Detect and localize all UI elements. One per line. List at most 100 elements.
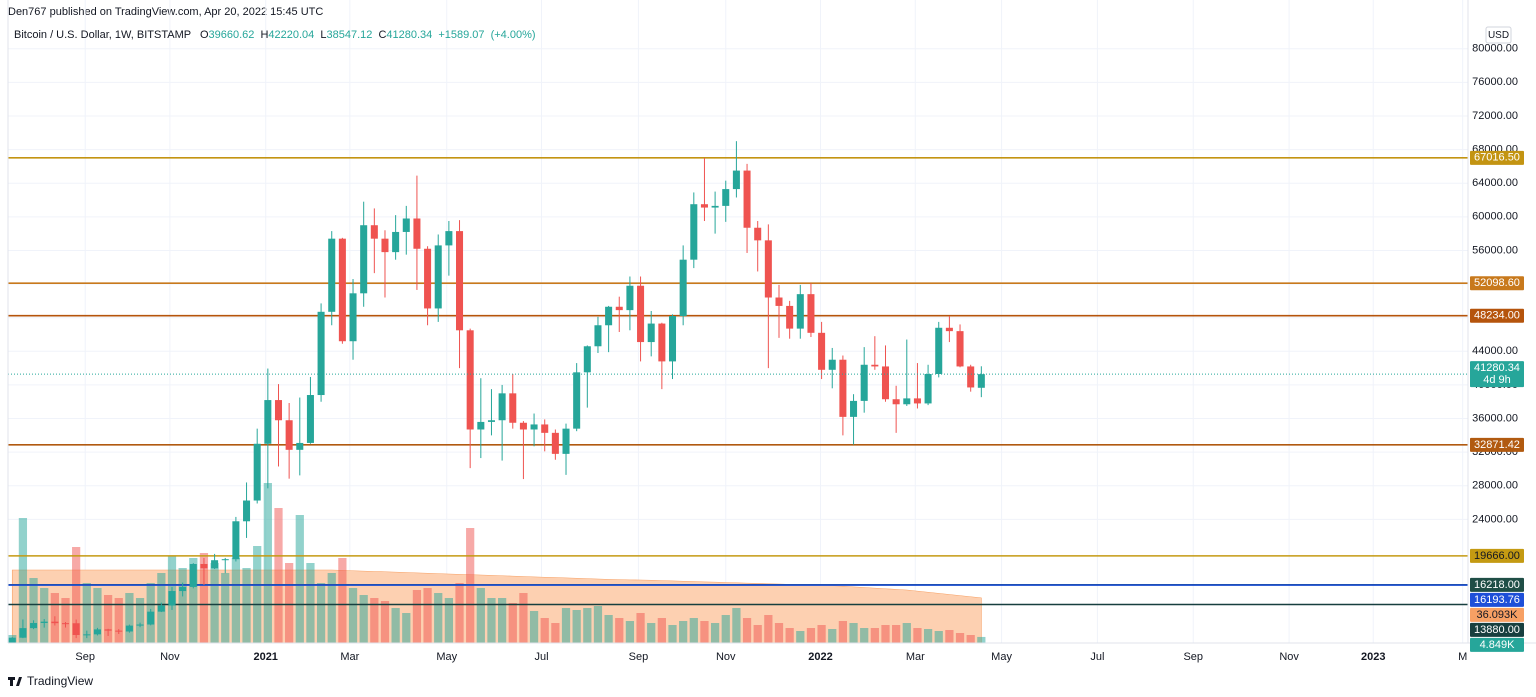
candle-body	[530, 424, 538, 430]
volume-bar	[519, 593, 528, 643]
y-tick-label: 64000.00	[1472, 177, 1518, 189]
candle-body	[583, 346, 591, 373]
candle-body	[754, 227, 762, 241]
volume-bar	[402, 613, 411, 643]
x-tick-label: Jul	[534, 651, 548, 663]
candle-body	[179, 586, 187, 592]
x-tick-label: Sep	[1183, 651, 1203, 663]
volume-bar	[423, 588, 432, 643]
candle-body	[679, 259, 687, 317]
candle-body	[445, 231, 453, 246]
candle-body	[360, 225, 368, 294]
price-badge	[1470, 361, 1524, 388]
candle-body	[711, 205, 719, 208]
x-tick-label: Nov	[716, 651, 736, 663]
change: +1589.07	[438, 29, 484, 41]
y-tick-label: 60000.00	[1472, 211, 1518, 223]
volume-bar	[625, 621, 635, 643]
price-badge	[1470, 308, 1524, 323]
price-badge-label: 19666.00	[1474, 550, 1520, 562]
published-note: Den767 published on TradingView.com, Apr…	[8, 6, 323, 18]
volume-bar	[434, 593, 443, 643]
currency-box[interactable]	[1485, 26, 1512, 44]
candle-body	[200, 563, 208, 569]
volume-bar	[82, 583, 91, 643]
candle-body	[796, 294, 804, 329]
plot-area	[8, 141, 1468, 643]
candle-body	[562, 428, 570, 454]
change-percent: (+4.00%)	[491, 29, 536, 41]
y-tick-label: 36000.00	[1472, 412, 1518, 424]
ohlc-letter: O	[200, 29, 209, 41]
x-tick-label: Nov	[160, 651, 180, 663]
candle-body	[573, 372, 581, 429]
price-badge	[1470, 548, 1524, 563]
candle-body	[253, 443, 261, 501]
candle-body	[456, 231, 464, 331]
y-tick-label: 28000.00	[1472, 480, 1518, 492]
candle-body	[903, 398, 911, 405]
price-badge-label: 32871.42	[1474, 439, 1520, 451]
ohlc-value: 38547.12	[326, 29, 372, 41]
candle-body	[306, 395, 314, 443]
candle-body	[157, 605, 165, 612]
candle-body	[147, 611, 155, 625]
legend: Bitcoin / U.S. Dollar, 1W, BITSTAMP O396…	[14, 29, 536, 41]
candle-body	[977, 374, 985, 388]
candle-body	[274, 400, 283, 421]
candle-body	[115, 630, 123, 632]
x-tick-label: Nov	[1279, 651, 1299, 663]
price-badge	[1470, 577, 1524, 592]
volume-bar	[93, 588, 102, 643]
currency[interactable]: USD	[1488, 30, 1509, 41]
candle-body	[189, 563, 197, 587]
candle-body	[722, 189, 730, 206]
candle-body	[317, 311, 325, 396]
price-badge	[1470, 276, 1524, 291]
candle-body	[860, 364, 868, 401]
x-tick-label: 2021	[253, 651, 277, 663]
candle-body	[402, 218, 410, 232]
volume-bar	[306, 563, 315, 643]
candle-body	[136, 624, 144, 626]
volume-bar	[551, 623, 560, 643]
x-tick-label: May	[436, 651, 457, 663]
candle-body	[541, 424, 549, 433]
candle-body	[818, 332, 826, 370]
volume-bar	[934, 631, 943, 643]
volume-bar	[444, 598, 453, 643]
ohlc-letter: C	[378, 29, 386, 41]
candle-body	[647, 323, 655, 343]
price-badge-label: 48234.00	[1474, 310, 1520, 322]
candle-body	[700, 204, 708, 208]
volume-bar	[391, 608, 400, 643]
volume-bar	[892, 625, 901, 643]
volume-bar	[274, 508, 283, 643]
candle-body	[211, 560, 219, 569]
volume-bar	[178, 568, 187, 643]
volume-bar	[572, 610, 581, 643]
candle-body	[285, 420, 293, 450]
candle-body	[72, 623, 80, 636]
candle-body	[477, 421, 485, 430]
candle-body	[61, 623, 70, 625]
candle-body	[551, 432, 559, 454]
volume-bar	[817, 625, 826, 643]
volume-bar	[370, 598, 379, 643]
candle-body	[392, 231, 400, 253]
volume-bar	[508, 603, 517, 643]
price-badge	[1470, 437, 1524, 452]
volume-bar	[380, 601, 390, 643]
volume-bar	[828, 629, 837, 643]
price-badge	[1470, 637, 1524, 652]
volume-bar	[604, 615, 613, 643]
candle-body	[125, 625, 133, 632]
candle-body	[786, 305, 794, 329]
volume-bar	[498, 598, 507, 643]
candle-body	[221, 559, 229, 561]
x-tick-label: M	[1458, 651, 1467, 663]
candle-body	[328, 238, 336, 312]
volume-bar	[732, 608, 741, 643]
volume-bar	[636, 613, 645, 643]
